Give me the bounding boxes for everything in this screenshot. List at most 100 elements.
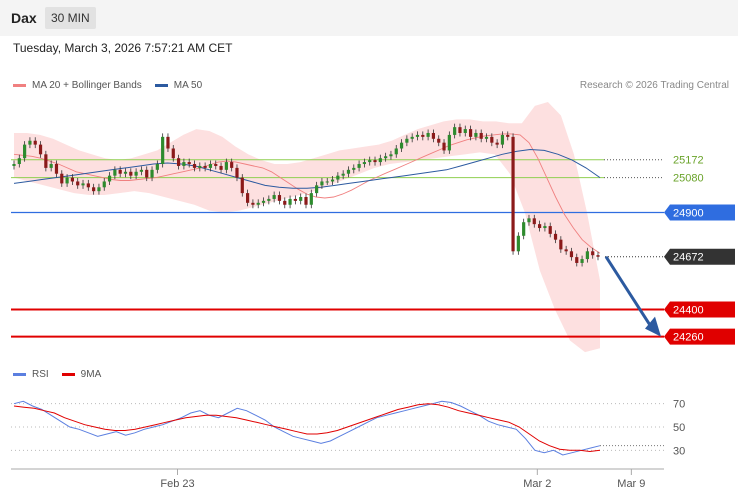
candle-body [155, 164, 159, 170]
candle [251, 199, 255, 209]
candle [12, 160, 16, 170]
level-tag-bg-24260 [664, 328, 735, 345]
candle-body [394, 148, 398, 155]
candle [81, 179, 85, 189]
candle [240, 174, 244, 197]
candle [97, 183, 101, 195]
candle-body [145, 169, 149, 178]
candle-body [288, 198, 292, 205]
candle-body [171, 148, 175, 159]
candle [315, 181, 319, 197]
candle-body [522, 222, 526, 236]
candle-body [81, 183, 85, 186]
candle [378, 154, 382, 166]
level-tag-bg-24900 [664, 204, 735, 221]
candle-body [559, 239, 563, 250]
candle-body [368, 160, 372, 163]
legend-swatch-rsi [13, 373, 26, 376]
rsi-tick-30: 30 [673, 445, 685, 457]
candle-body [511, 136, 515, 252]
candle-body [261, 200, 266, 203]
candle-body [330, 179, 335, 182]
candle-body [399, 142, 404, 149]
candle [230, 158, 234, 172]
candle [187, 158, 191, 168]
candle [299, 193, 303, 205]
candle [267, 195, 271, 205]
candle-body [166, 136, 170, 149]
candle-body [118, 169, 122, 174]
candle [357, 160, 361, 172]
candle-body [437, 138, 441, 143]
candle [543, 222, 547, 232]
candle-body [352, 167, 356, 170]
candle [171, 145, 175, 162]
candle-body [283, 200, 287, 205]
candle [166, 133, 170, 152]
candles [12, 123, 600, 267]
candle [490, 133, 494, 147]
candle [389, 150, 393, 160]
candle [17, 154, 21, 168]
candle [569, 247, 574, 261]
candle [86, 179, 90, 191]
rsi-tick-70: 70 [673, 399, 685, 411]
candle-body [474, 132, 478, 137]
chart-legend: MA 20 + Bollinger Bands MA 50 [13, 80, 215, 91]
candle-body [86, 183, 90, 188]
credit-text: Research © 2026 Trading Central [579, 80, 729, 91]
candle [532, 214, 536, 228]
candle [479, 129, 483, 143]
candle [453, 123, 457, 139]
candle [70, 174, 74, 185]
candle [272, 191, 276, 203]
candle-body [60, 173, 64, 184]
candle [76, 177, 80, 189]
candle-body [309, 193, 313, 205]
candle [585, 247, 589, 263]
candle-body [320, 181, 324, 186]
ma50-line [13, 148, 601, 189]
level-label-25172: 25172 [673, 155, 704, 167]
candle [596, 251, 600, 261]
candle-body [458, 127, 462, 133]
candle-body [107, 175, 112, 182]
level-tag-24400: 24400 [664, 301, 735, 318]
candle-body [447, 134, 451, 151]
forecast-arrow-shaft [604, 255, 653, 328]
candle-body [463, 129, 467, 133]
candle [511, 133, 515, 255]
candle [527, 214, 531, 226]
candle-body [214, 164, 218, 166]
candle [208, 160, 213, 172]
legend-item-9ma: 9MA [61, 369, 101, 380]
candle-body [426, 132, 430, 137]
candle [484, 133, 489, 143]
candle-body [500, 134, 505, 145]
candle-body [208, 164, 213, 168]
candle-body [267, 198, 271, 201]
candle [139, 166, 144, 176]
candle-body [373, 160, 377, 163]
candle-body [28, 140, 32, 145]
candle-body [410, 136, 414, 139]
candle-body [251, 202, 255, 205]
candle-body [341, 173, 345, 176]
candle-body [182, 162, 186, 166]
legend-label-ma20: MA 20 + Bollinger Bands [32, 80, 142, 91]
candle-body [293, 198, 297, 201]
candle [123, 168, 128, 178]
x-tick-label: Mar 9 [617, 478, 645, 490]
candle [107, 172, 112, 185]
candle-body [235, 167, 239, 178]
timeframe-button[interactable]: 30 MIN [45, 7, 96, 29]
candle-body [442, 142, 446, 151]
candle-body [33, 140, 37, 145]
candle [336, 172, 340, 184]
level-tag-24260: 24260 [664, 328, 735, 345]
candle [224, 158, 228, 174]
candle [431, 129, 436, 143]
candle-body [421, 134, 425, 137]
level-tag-bg-24400 [664, 301, 735, 318]
